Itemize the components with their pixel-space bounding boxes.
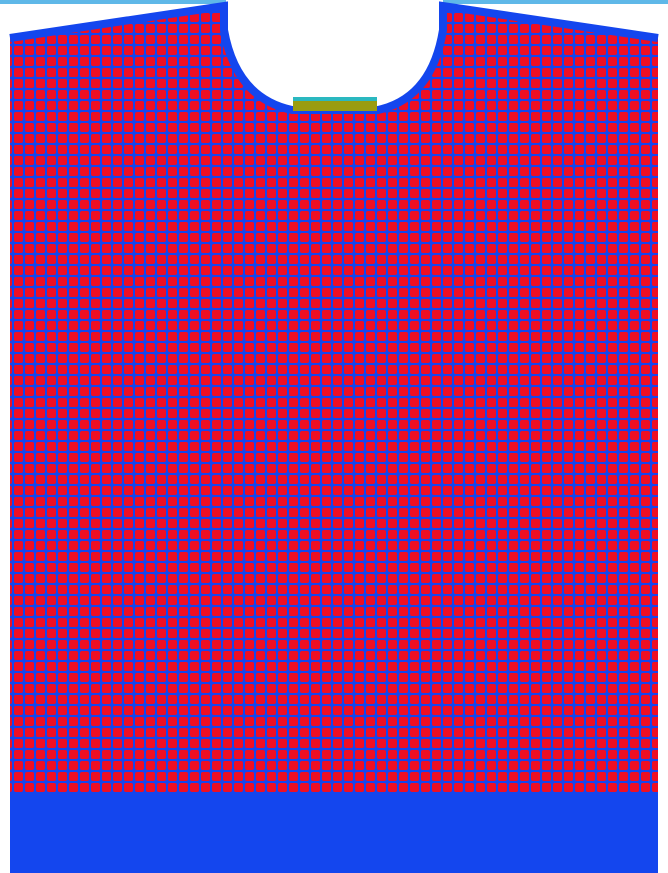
paddle-top [293,97,377,101]
cell-grid [10,6,658,793]
top-edge-left [0,0,226,4]
paddle [293,101,377,111]
floor [10,793,658,873]
top-edge-right [443,0,668,4]
